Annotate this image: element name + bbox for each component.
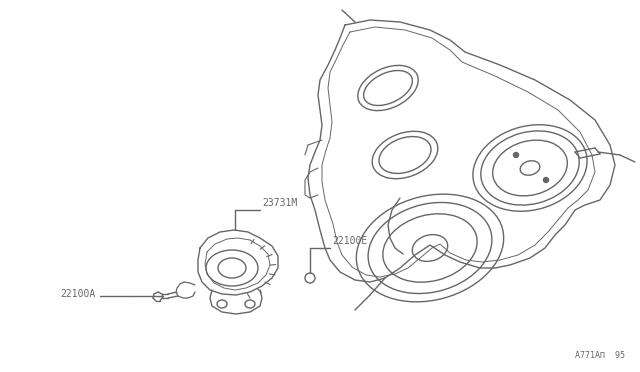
- Circle shape: [513, 153, 518, 157]
- Text: A771AΠ  95: A771AΠ 95: [575, 351, 625, 360]
- Text: 22100A: 22100A: [60, 289, 95, 299]
- Circle shape: [543, 177, 548, 183]
- Text: 22100E: 22100E: [332, 236, 367, 246]
- Text: 23731M: 23731M: [262, 198, 297, 208]
